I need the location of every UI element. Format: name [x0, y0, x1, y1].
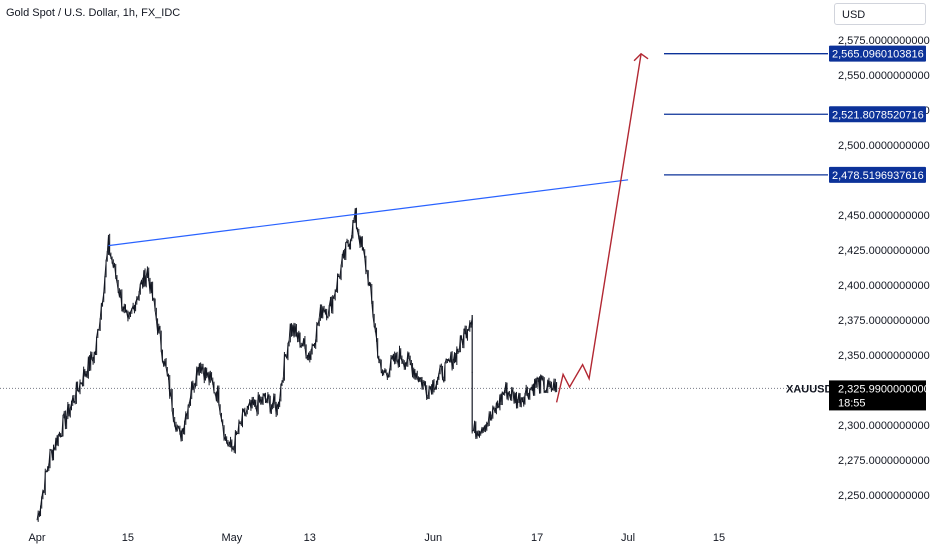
countdown-label: 18:55	[838, 397, 866, 409]
y-tick-label: 2,300.0000000000	[838, 420, 930, 432]
x-tick-label: Apr	[28, 532, 45, 544]
y-tick-label: 2,375.0000000000	[838, 315, 930, 327]
x-tick-label: 15	[122, 532, 134, 544]
y-tick-label: 2,550.0000000000	[838, 70, 930, 82]
target-label-bg	[829, 166, 926, 183]
y-tick-label: 2,575.0000000000	[838, 35, 930, 47]
y-tick-label: 2,450.0000000000	[838, 210, 930, 222]
price-series-line	[36, 208, 558, 521]
current-price-label-bg	[829, 380, 926, 411]
resistance-line	[108, 179, 629, 247]
x-tick-label: May	[221, 532, 242, 544]
y-tick-label: 2,400.0000000000	[838, 280, 930, 292]
y-tick-label: 2,250.0000000000	[838, 490, 930, 502]
current-price-label: 2,325.9900000000	[838, 383, 930, 395]
x-tick-label: 13	[304, 532, 316, 544]
target-label: 2,521.8078520716	[832, 109, 924, 121]
target-label: 2,478.5196937616	[832, 170, 924, 182]
x-tick-label: Jul	[621, 532, 635, 544]
y-tick-label: 2,350.0000000000	[838, 350, 930, 362]
target-label-bg	[829, 106, 926, 123]
symbol-label: XAUUSD	[786, 383, 833, 395]
x-tick-label: Jun	[424, 532, 442, 544]
symbol-title: Gold Spot / U.S. Dollar, 1h, FX_IDC	[6, 7, 181, 19]
x-tick-label: 17	[531, 532, 543, 544]
projection-arrowhead	[633, 52, 649, 62]
target-label: 2,565.0960103816	[832, 49, 924, 61]
currency-selector[interactable]: USD	[834, 3, 926, 25]
target-label-bg	[829, 45, 926, 62]
y-tick-label: 2,500.0000000000	[838, 140, 930, 152]
y-tick-label: 2,275.0000000000	[838, 455, 930, 467]
projection-path	[555, 53, 642, 403]
y-tick-label: 2,425.0000000000	[838, 245, 930, 257]
x-tick-label: 15	[713, 532, 725, 544]
